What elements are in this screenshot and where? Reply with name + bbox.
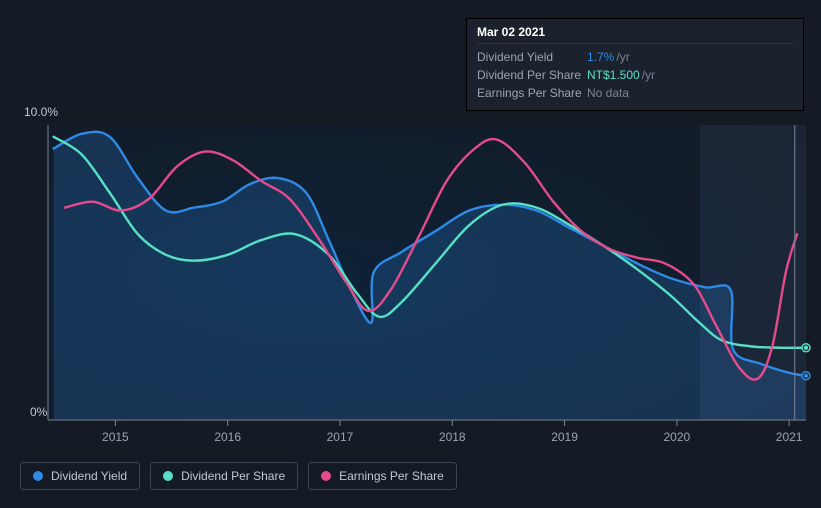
x-axis-tick-label: 2021 xyxy=(776,430,803,444)
x-axis-tick-label: 2016 xyxy=(214,430,241,444)
chart-tooltip: Mar 02 2021 Dividend Yield 1.7%/yr Divid… xyxy=(466,18,804,111)
legend-swatch-icon xyxy=(33,471,43,481)
tooltip-label: Earnings Per Share xyxy=(477,84,587,102)
tooltip-unit: /yr xyxy=(616,50,629,64)
x-axis-tick-label: 2020 xyxy=(663,430,690,444)
legend-label: Dividend Yield xyxy=(51,469,127,483)
tooltip-row: Dividend Per Share NT$1.500/yr xyxy=(477,66,793,84)
x-axis-tick-label: 2015 xyxy=(102,430,129,444)
dividend-chart: Mar 02 2021 Dividend Yield 1.7%/yr Divid… xyxy=(0,0,821,508)
legend-item-dividend-yield[interactable]: Dividend Yield xyxy=(20,462,140,490)
legend-label: Earnings Per Share xyxy=(339,469,444,483)
tooltip-value: 1.7% xyxy=(587,50,614,64)
tooltip-label: Dividend Yield xyxy=(477,48,587,66)
x-axis-tick-label: 2017 xyxy=(327,430,354,444)
x-axis-tick-label: 2018 xyxy=(439,430,466,444)
legend-swatch-icon xyxy=(321,471,331,481)
legend-item-dividend-per-share[interactable]: Dividend Per Share xyxy=(150,462,298,490)
tooltip-value: No data xyxy=(587,86,629,100)
tooltip-value: NT$1.500 xyxy=(587,68,640,82)
x-axis-tick-label: 2019 xyxy=(551,430,578,444)
legend-swatch-icon xyxy=(163,471,173,481)
tooltip-date: Mar 02 2021 xyxy=(477,25,793,44)
legend-item-earnings-per-share[interactable]: Earnings Per Share xyxy=(308,462,457,490)
tooltip-label: Dividend Per Share xyxy=(477,66,587,84)
chart-legend: Dividend Yield Dividend Per Share Earnin… xyxy=(20,462,457,490)
tooltip-unit: /yr xyxy=(642,68,655,82)
tooltip-row: Dividend Yield 1.7%/yr xyxy=(477,48,793,66)
legend-label: Dividend Per Share xyxy=(181,469,285,483)
tooltip-row: Earnings Per Share No data xyxy=(477,84,793,102)
